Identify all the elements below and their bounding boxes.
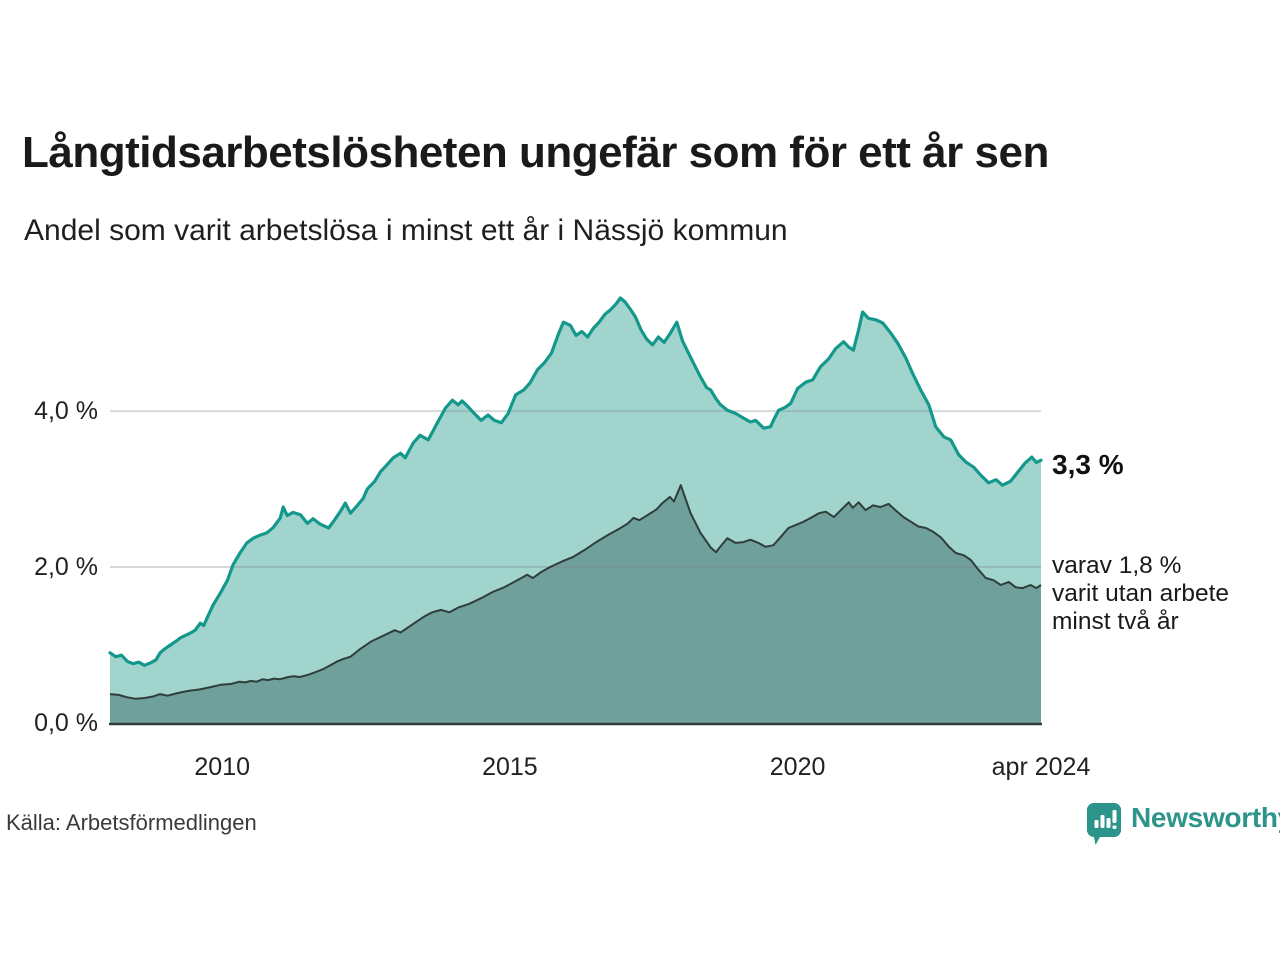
newsworthy-logo: Newsworthy <box>1086 801 1280 847</box>
x-axis-tick-label: 2010 <box>194 753 251 781</box>
breakdown-line-1: varav 1,8 % <box>1052 552 1182 579</box>
breakdown-line-2: varit utan arbete <box>1052 580 1230 607</box>
latest-total-value-label: 3,3 % <box>1052 449 1124 480</box>
y-axis-tick-label: 0,0 % <box>34 709 98 737</box>
page-title: Långtidsarbetslösheten ungefär som för e… <box>22 128 1049 177</box>
bar-chart-speech-bubble-icon <box>1087 803 1121 845</box>
y-axis-tick-label: 4,0 % <box>34 397 98 426</box>
y-axis-tick-label: 2,0 % <box>34 553 98 582</box>
brand-name: Newsworthy <box>1131 802 1280 833</box>
x-axis-tick-label: 2015 <box>482 753 538 781</box>
line-total-unemployed <box>108 296 1043 667</box>
x-axis-tick-label: 2020 <box>769 753 826 781</box>
two-year-breakdown-label: varav 1,8 % varit utan arbete minst två … <box>1052 552 1229 636</box>
source-credit: Källa: Arbetsförmedlingen <box>6 810 257 835</box>
line-two-year-unemployed <box>109 484 1042 700</box>
page-subtitle: Andel som varit arbetslösa i minst ett å… <box>24 214 788 247</box>
area-two-year-unemployed <box>110 485 1041 723</box>
x-axis-tick-label: apr 2024 <box>991 753 1091 781</box>
breakdown-line-3: minst två år <box>1052 608 1179 635</box>
